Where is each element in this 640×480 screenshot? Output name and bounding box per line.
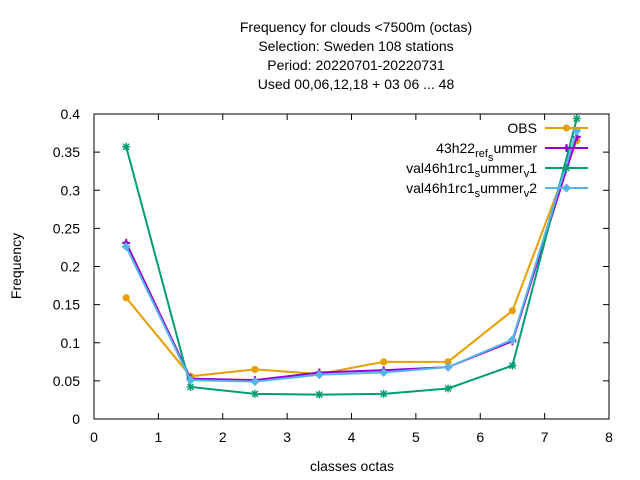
axes: 0 1 2 3 4 5 6 7 8 0 0.05 0.1 0.15 0.2 0.25 0.3 0.35 0.4 [53, 106, 613, 445]
series-2-line [125, 136, 578, 382]
series-3-line [125, 118, 578, 396]
legend-marker-4 [562, 183, 571, 193]
y-tick-label: 0.1 [61, 335, 81, 351]
series-4-point [379, 367, 389, 377]
series-3-point-dot [124, 144, 129, 149]
y-tick-label: 0.3 [61, 182, 81, 198]
chart-title-line-3: Period: 20220701-20220731 [267, 57, 445, 73]
series-3-point-dot [252, 391, 257, 396]
y-tick-label: 0.15 [53, 297, 80, 313]
legend-label-3: val46h1rc1summerv1 [406, 160, 537, 180]
legend-sample-2 [545, 144, 588, 152]
legend-marker-3-dot [564, 166, 569, 170]
x-tick-label: 7 [541, 429, 549, 445]
series-4-point [443, 362, 453, 372]
y-axis-label: Frequency [8, 233, 24, 299]
y-tick-label: 0.25 [53, 220, 80, 236]
chart-title-line-1: Frequency for clouds <7500m (octas) [240, 19, 472, 35]
y-tick-label: 0 [72, 411, 80, 427]
series-4-point [572, 126, 582, 136]
y-tick-label: 0.05 [53, 373, 80, 389]
series-1-point [380, 358, 388, 366]
series-1-line [125, 140, 578, 378]
legend: OBS 43h22refsummerval46h1rc1summerv1val46… [406, 120, 588, 200]
y-tick-label: 0.2 [61, 259, 81, 275]
x-axis-label: classes octas [310, 458, 394, 474]
series-1-point [444, 358, 452, 366]
x-tick-label: 5 [412, 429, 420, 445]
chart-title-line-2: Selection: Sweden 108 stations [258, 38, 453, 54]
series-4-point [250, 377, 260, 387]
legend-label-1: OBS [507, 120, 537, 136]
y-tick-label: 0.35 [53, 144, 80, 160]
y-tick-label: 0.4 [61, 106, 81, 122]
series-3-point-dot [317, 392, 322, 397]
chart-title-line-4: Used 00,06,12,18 + 03 06 ... 48 [258, 76, 455, 92]
series-1-point [251, 365, 259, 374]
series-4-point [186, 375, 196, 385]
series-1-point [508, 307, 517, 315]
series-4-point [314, 370, 324, 380]
x-tick-label: 3 [283, 429, 291, 445]
legend-label-4: val46h1rc1summerv2 [406, 180, 537, 200]
series-4-line [125, 130, 578, 383]
series-4-point [121, 242, 131, 252]
series-3-point-dot [446, 386, 451, 391]
series-3-point-dot [510, 363, 515, 368]
x-tick-label: 1 [154, 429, 162, 445]
x-tick-label: 2 [219, 429, 227, 445]
x-tick-label: 0 [90, 429, 98, 445]
series-3 [122, 114, 581, 399]
legend-sample-4 [545, 183, 588, 193]
legend-label-2: 43h22refsummer [436, 140, 537, 164]
series-1-point [122, 294, 130, 302]
series-3-point-dot [381, 391, 386, 396]
series-4-point [507, 335, 517, 345]
legend-marker-1 [562, 124, 571, 132]
series-3-point-dot [574, 116, 579, 121]
legend-sample-3 [545, 164, 588, 172]
x-tick-label: 8 [605, 429, 613, 445]
legend-marker-2-dot [564, 145, 569, 151]
series-layer [121, 114, 582, 399]
series-4 [121, 126, 582, 387]
x-tick-label: 6 [476, 429, 484, 445]
series-3-point-dot [188, 384, 193, 389]
legend-sample-1 [545, 124, 588, 132]
x-tick-label: 4 [348, 429, 356, 445]
